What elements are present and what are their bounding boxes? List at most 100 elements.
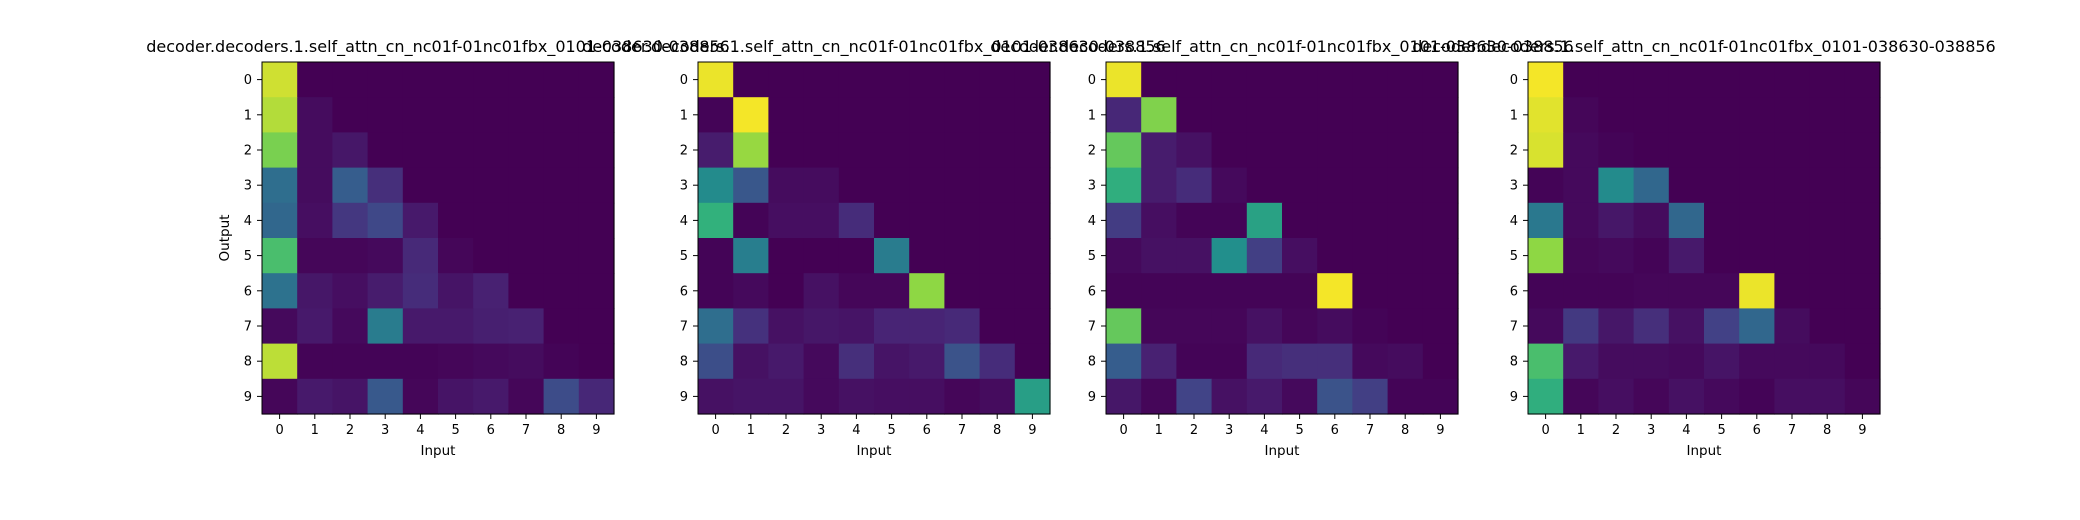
heatmap-cell-r8-c0: [1528, 343, 1564, 380]
heatmap-cell-r0-c4: [402, 62, 439, 98]
heatmap-cell-r0-c8: [1809, 62, 1846, 98]
heatmap-cell-r7-c9: [1014, 308, 1051, 345]
chart-title: decoder.decoders.1.self_attn_cn_nc01f-01…: [146, 37, 729, 57]
heatmap-cell-r8-c6: [909, 343, 945, 380]
heatmap-cell-r3-c9: [1014, 167, 1051, 204]
heatmap-cell-r1-c2: [332, 97, 369, 133]
heatmap-cell-r1-c5: [1704, 97, 1740, 133]
heatmap-cell-r9-c8: [1809, 378, 1846, 415]
heatmap-cell-r3-c3: [1211, 167, 1248, 204]
x-tick-label: 1: [311, 423, 319, 438]
heatmap-cell-r6-c1: [1563, 273, 1599, 309]
heatmap-cell-r5-c9: [1844, 238, 1881, 274]
x-tick-label: 5: [887, 423, 895, 438]
heatmap-cell-r1-c0: [1106, 97, 1142, 133]
heatmap-cell-r9-c6: [473, 378, 509, 415]
heatmap-cell-r9-c3: [803, 378, 840, 415]
heatmap-cell-r1-c0: [262, 97, 298, 133]
heatmap-cell-r6-c8: [1809, 273, 1846, 309]
heatmap-cell-r4-c9: [1422, 202, 1459, 239]
heatmap-cell-r8-c7: [944, 343, 981, 380]
heatmap-cell-r2-c9: [1422, 132, 1459, 169]
heatmap-cell-r3-c1: [297, 167, 333, 204]
heatmap-cell-r6-c7: [1774, 273, 1811, 309]
heatmap-cell-r7-c6: [1317, 308, 1353, 345]
heatmap-cell-r2-c2: [1176, 132, 1213, 169]
heatmap-cell-r3-c0: [1106, 167, 1142, 204]
heatmap-cell-r1-c6: [909, 97, 945, 133]
heatmap-cell-r9-c8: [979, 378, 1016, 415]
x-tick-label: 3: [1647, 423, 1655, 438]
heatmap-cell-r8-c7: [508, 343, 545, 380]
axes-frame: [261, 61, 615, 415]
heatmap-cell-r2-c4: [1246, 132, 1283, 169]
heatmap-cell-r0-c0: [1106, 62, 1142, 98]
x-tick-label: 2: [782, 423, 790, 438]
heatmap-cell-r2-c3: [1633, 132, 1670, 169]
heatmap-cell-r8-c6: [473, 343, 509, 380]
heatmap-cell-r1-c7: [1774, 97, 1811, 133]
heatmap-cell-r0-c1: [1141, 62, 1177, 98]
heatmap-cell-r5-c1: [1563, 238, 1599, 274]
heatmap-cell-r5-c2: [1598, 238, 1635, 274]
heatmap-cell-r8-c5: [1704, 343, 1740, 380]
heatmap-cell-r7-c7: [944, 308, 981, 345]
heatmap-cell-r9-c4: [402, 378, 439, 415]
heatmap-cell-r7-c5: [1704, 308, 1740, 345]
heatmap-cell-r7-c6: [909, 308, 945, 345]
heatmap-cell-r4-c2: [768, 202, 805, 239]
heatmap-cell-r4-c1: [733, 202, 769, 239]
heatmap-cell-r0-c8: [543, 62, 580, 98]
x-tick-label: 5: [1295, 423, 1303, 438]
heatmap-cell-r9-c6: [909, 378, 945, 415]
x-tick-label: 2: [346, 423, 354, 438]
heatmap-cell-r3-c4: [838, 167, 875, 204]
heatmap-cell-r0-c5: [1704, 62, 1740, 98]
y-tick-label: 9: [244, 390, 252, 405]
heatmap-cell-r3-c2: [1598, 167, 1635, 204]
heatmap-cell-r9-c2: [332, 378, 369, 415]
x-tick-label: 7: [1366, 423, 1374, 438]
y-tick-label: 9: [1510, 390, 1518, 405]
heatmap-cell-r7-c0: [262, 308, 298, 345]
heatmap-cell-r5-c1: [733, 238, 769, 274]
heatmap-cell-r5-c3: [1633, 238, 1670, 274]
x-tick-label: 2: [1190, 423, 1198, 438]
heatmap-cell-r7-c4: [1246, 308, 1283, 345]
heatmap-cell-r3-c0: [698, 167, 734, 204]
heatmap-cell-r7-c9: [1422, 308, 1459, 345]
heatmap-cell-r8-c9: [1422, 343, 1459, 380]
heatmap-cell-r5-c0: [1528, 238, 1564, 274]
heatmap-cell-r5-c0: [1106, 238, 1142, 274]
heatmap-cell-r5-c3: [367, 238, 404, 274]
heatmap-cell-r2-c0: [1106, 132, 1142, 169]
heatmap-cell-r0-c7: [1352, 62, 1389, 98]
heatmap-cell-r3-c2: [332, 167, 369, 204]
heatmap-cell-r9-c3: [367, 378, 404, 415]
x-tick-label: 0: [275, 423, 283, 438]
heatmap-cell-r3-c3: [367, 167, 404, 204]
heatmap-cell-r2-c6: [473, 132, 509, 169]
heatmap-cell-r6-c6: [1739, 273, 1775, 309]
heatmap-cell-r1-c5: [874, 97, 910, 133]
heatmap-cell-r6-c3: [367, 273, 404, 309]
heatmap-cell-r4-c7: [1774, 202, 1811, 239]
heatmap-cell-r5-c9: [1014, 238, 1051, 274]
y-tick-label: 4: [244, 214, 252, 229]
heatmap-cell-r0-c6: [1317, 62, 1353, 98]
heatmap-cell-r8-c9: [1014, 343, 1051, 380]
heatmap-cell-r4-c8: [979, 202, 1016, 239]
heatmap-cell-r7-c3: [1633, 308, 1670, 345]
heatmap-cell-r5-c5: [1282, 238, 1318, 274]
heatmap-cell-r8-c5: [438, 343, 474, 380]
heatmap-cell-r6-c4: [1668, 273, 1705, 309]
heatmap-cell-r2-c7: [944, 132, 981, 169]
heatmap-cell-r0-c1: [1563, 62, 1599, 98]
y-tick-label: 4: [1088, 214, 1096, 229]
heatmap-cell-r2-c6: [909, 132, 945, 169]
heatmap-cell-r8-c3: [367, 343, 404, 380]
heatmap-cell-r5-c7: [1774, 238, 1811, 274]
heatmap-cell-r7-c5: [874, 308, 910, 345]
heatmap-cell-r3-c8: [1809, 167, 1846, 204]
heatmap-cell-r7-c7: [1774, 308, 1811, 345]
